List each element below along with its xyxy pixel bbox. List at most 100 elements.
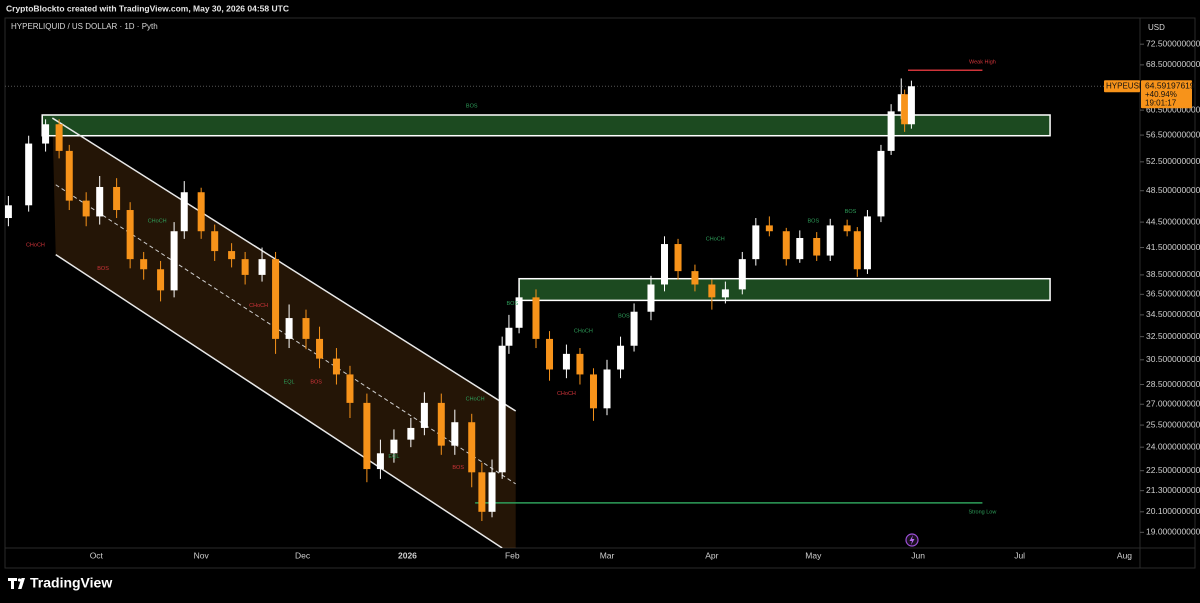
annotation-label: CHoCH bbox=[557, 391, 576, 397]
candle-body bbox=[140, 259, 148, 270]
y-tick-label: 56.500000000 bbox=[1146, 129, 1200, 139]
y-tick-label: 44.500000000 bbox=[1146, 216, 1200, 226]
candle-body bbox=[157, 269, 165, 291]
y-tick-label: 48.500000000 bbox=[1146, 185, 1200, 195]
y-tick-label: 72.500000000 bbox=[1146, 38, 1200, 48]
plot-area: BOS Weak High Strong Low CHoCH BOS CHoCH CHoCH… bbox=[5, 60, 1138, 548]
y-tick-label: 68.500000000 bbox=[1146, 59, 1200, 69]
candle-body bbox=[853, 231, 861, 270]
candle-body bbox=[126, 210, 134, 260]
candle-body bbox=[691, 271, 699, 285]
candle-body bbox=[907, 86, 915, 125]
candle-body bbox=[478, 472, 486, 512]
candle-body bbox=[738, 259, 746, 290]
y-tick-label: 52.500000000 bbox=[1146, 156, 1200, 166]
annotation-label: BOS bbox=[808, 219, 820, 225]
annotation-label: EQL bbox=[284, 379, 295, 385]
watermark: CryptoBlockto created with TradingView.c… bbox=[6, 3, 289, 13]
annotation-label: BOS bbox=[97, 266, 109, 272]
annotation-label: BOS bbox=[310, 379, 322, 385]
y-tick-label: 60.500000000 bbox=[1146, 104, 1200, 114]
x-tick-label: Dec bbox=[295, 550, 311, 560]
axes: 72.500000000 68.500000000 60.500000000 56.5… bbox=[90, 38, 1200, 560]
y-tick-label: 19.000000000 bbox=[1146, 527, 1200, 537]
candle-body bbox=[796, 238, 804, 260]
chart-frame bbox=[4, 17, 1196, 569]
last-price: 64.59197619 bbox=[1145, 81, 1195, 91]
candle-body bbox=[887, 111, 895, 151]
annotation-label: CHoCH bbox=[574, 329, 593, 335]
candle-body bbox=[708, 284, 716, 298]
candle-body bbox=[170, 231, 178, 291]
candle-body bbox=[25, 143, 33, 206]
y-tick-label: 21.300000000 bbox=[1146, 485, 1200, 495]
annotation-label: Weak High bbox=[969, 60, 996, 66]
candle-body bbox=[532, 297, 540, 339]
x-tick-label: 2026 bbox=[398, 550, 417, 560]
candle-body bbox=[765, 225, 773, 232]
channel-fill bbox=[52, 118, 516, 548]
trend-line bbox=[55, 254, 503, 548]
candle-body bbox=[863, 216, 871, 270]
candle-body bbox=[488, 472, 496, 512]
candle-body bbox=[589, 374, 597, 409]
zone bbox=[41, 114, 1051, 137]
candle-body bbox=[813, 238, 821, 256]
candle-body bbox=[390, 439, 398, 454]
candle-body bbox=[241, 259, 249, 275]
candle-body bbox=[42, 124, 50, 144]
candle-body bbox=[515, 297, 523, 328]
candle-body bbox=[721, 289, 729, 298]
y-tick-label: 27.000000000 bbox=[1146, 398, 1200, 408]
candle-body bbox=[113, 186, 121, 211]
candle-body bbox=[180, 192, 188, 232]
candle-body bbox=[505, 327, 513, 346]
candle-body bbox=[211, 231, 219, 252]
candle-body bbox=[55, 124, 63, 151]
price-change: +40.94% bbox=[1145, 90, 1177, 99]
candle-body bbox=[468, 422, 476, 473]
y-tick-label: 25.500000000 bbox=[1146, 419, 1200, 429]
candle-body bbox=[546, 338, 554, 370]
candle-body bbox=[630, 311, 638, 346]
annotation-label: CHoCH bbox=[26, 242, 45, 248]
x-tick-label: Jun bbox=[911, 550, 925, 560]
bar-countdown: 19:01:17 bbox=[1145, 98, 1177, 107]
candle-body bbox=[82, 200, 90, 217]
y-tick-label: 41.500000000 bbox=[1146, 242, 1200, 252]
brand-logo[interactable] bbox=[8, 578, 25, 589]
candle-body bbox=[782, 231, 790, 260]
y-tick-label: 24.000000000 bbox=[1146, 441, 1200, 451]
candle-body bbox=[197, 192, 205, 232]
y-tick-label: 32.500000000 bbox=[1146, 331, 1200, 341]
candle-body bbox=[332, 358, 340, 375]
price-tag-bg bbox=[1141, 80, 1192, 109]
candle-body bbox=[65, 150, 73, 201]
y-tick-label: 22.500000000 bbox=[1146, 465, 1200, 475]
y-tick-label: 38.500000000 bbox=[1146, 269, 1200, 279]
candle-body bbox=[302, 318, 310, 339]
y-tick-label: 20.100000000 bbox=[1146, 506, 1200, 516]
candle-body bbox=[407, 427, 415, 440]
candle-body bbox=[674, 244, 682, 272]
symbol-tag-bg bbox=[1104, 80, 1140, 93]
candle-body bbox=[617, 345, 625, 370]
trend-line bbox=[51, 117, 517, 412]
annotation-label: BOS bbox=[466, 103, 478, 109]
y-tick-label: 28.500000000 bbox=[1146, 379, 1200, 389]
currency-label: USD bbox=[1148, 23, 1165, 32]
x-tick-label: May bbox=[805, 550, 822, 560]
candle-body bbox=[603, 369, 611, 409]
x-tick-label: Mar bbox=[600, 550, 615, 560]
candle-body bbox=[437, 402, 445, 446]
candle-body bbox=[420, 402, 428, 428]
x-tick-label: Nov bbox=[194, 550, 210, 560]
candle-body bbox=[752, 225, 760, 260]
candle-body bbox=[376, 453, 384, 470]
brand-name: TradingView bbox=[30, 575, 112, 591]
candle-body bbox=[96, 186, 104, 217]
alert-icon[interactable] bbox=[905, 533, 919, 547]
candle-body bbox=[498, 345, 506, 473]
candle-body bbox=[562, 353, 570, 370]
